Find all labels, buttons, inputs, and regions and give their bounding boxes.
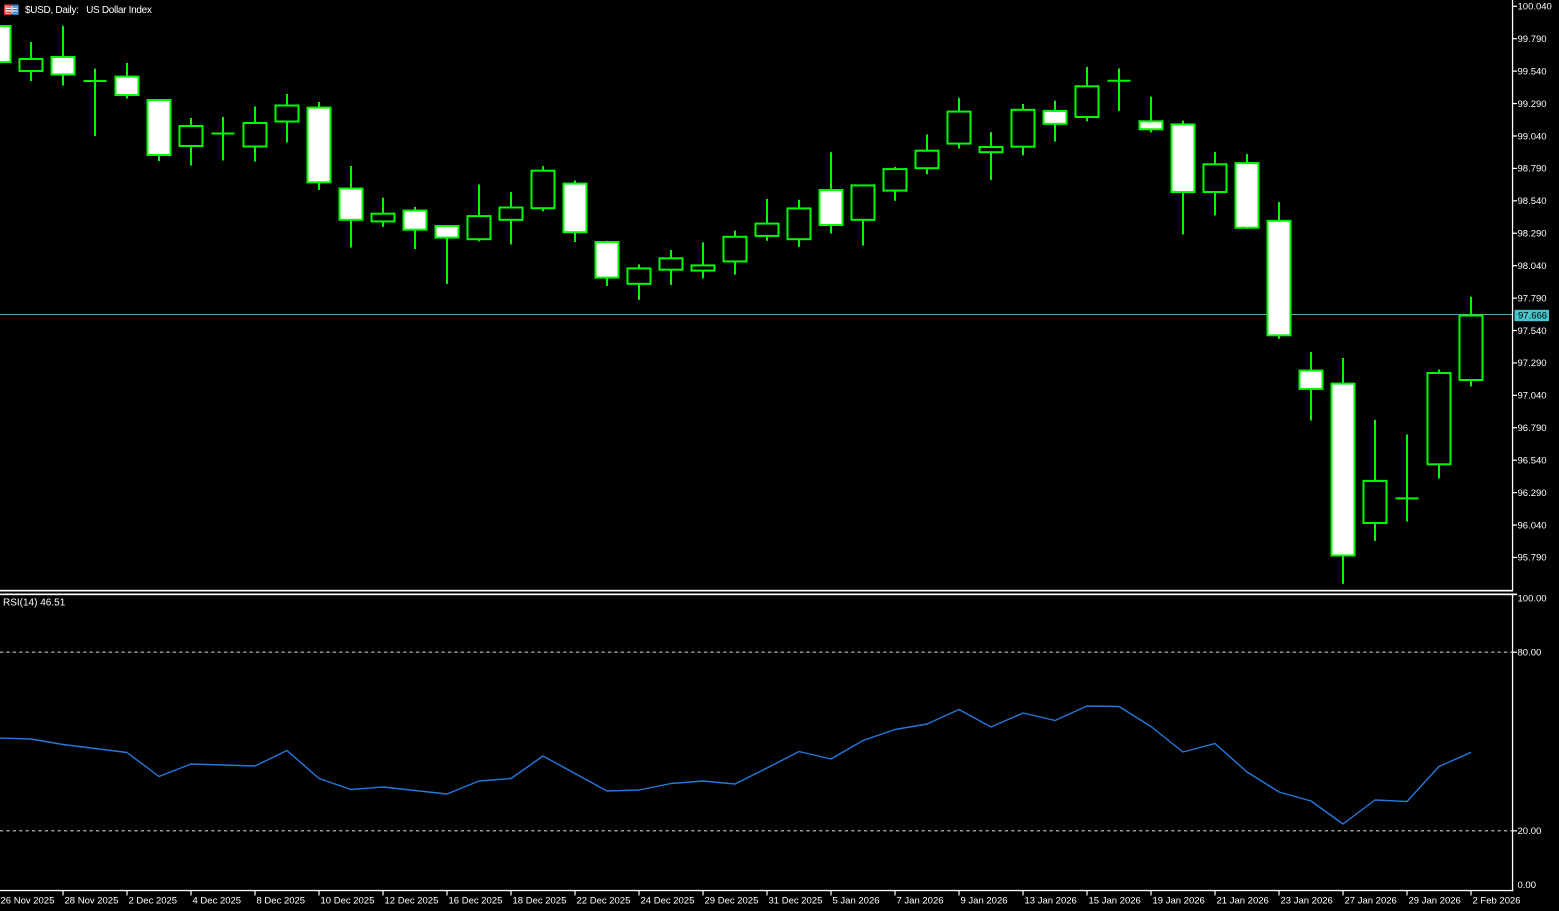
svg-text:12 Dec 2025: 12 Dec 2025 — [385, 896, 439, 907]
svg-text:RSI(14) 46.51: RSI(14) 46.51 — [3, 598, 66, 609]
svg-text:10 Dec 2025: 10 Dec 2025 — [321, 896, 375, 907]
svg-text:$USD, Daily: US Dollar Index: $USD, Daily: US Dollar Index — [25, 5, 152, 16]
svg-text:0.00: 0.00 — [1518, 880, 1537, 891]
svg-text:20.00: 20.00 — [1518, 826, 1542, 837]
svg-text:99.040: 99.040 — [1518, 131, 1547, 142]
svg-text:5 Jan 2026: 5 Jan 2026 — [833, 896, 880, 907]
svg-text:22 Dec 2025: 22 Dec 2025 — [577, 896, 631, 907]
svg-text:24 Dec 2025: 24 Dec 2025 — [641, 896, 695, 907]
svg-text:2 Feb 2026: 2 Feb 2026 — [1473, 896, 1521, 907]
svg-text:27 Jan 2026: 27 Jan 2026 — [1345, 896, 1397, 907]
svg-text:28 Nov 2025: 28 Nov 2025 — [65, 896, 119, 907]
svg-text:98.790: 98.790 — [1518, 164, 1547, 175]
svg-text:4 Dec 2025: 4 Dec 2025 — [193, 896, 242, 907]
svg-text:9 Jan 2026: 9 Jan 2026 — [961, 896, 1008, 907]
svg-text:2 Dec 2025: 2 Dec 2025 — [129, 896, 178, 907]
svg-text:18 Dec 2025: 18 Dec 2025 — [513, 896, 567, 907]
svg-text:98.040: 98.040 — [1518, 261, 1547, 272]
svg-text:98.540: 98.540 — [1518, 196, 1547, 207]
svg-text:99.540: 99.540 — [1518, 66, 1547, 77]
svg-text:99.790: 99.790 — [1518, 34, 1547, 45]
svg-text:21 Jan 2026: 21 Jan 2026 — [1217, 896, 1269, 907]
svg-text:97.290: 97.290 — [1518, 358, 1547, 369]
svg-text:13 Jan 2026: 13 Jan 2026 — [1025, 896, 1077, 907]
svg-text:97.040: 97.040 — [1518, 391, 1547, 402]
svg-text:96.040: 96.040 — [1518, 520, 1547, 531]
svg-text:15 Jan 2026: 15 Jan 2026 — [1089, 896, 1141, 907]
svg-text:29 Jan 2026: 29 Jan 2026 — [1409, 896, 1461, 907]
svg-text:97.540: 97.540 — [1518, 326, 1547, 337]
svg-text:19 Jan 2026: 19 Jan 2026 — [1153, 896, 1205, 907]
svg-text:96.290: 96.290 — [1518, 488, 1547, 499]
svg-text:26 Nov 2025: 26 Nov 2025 — [1, 896, 55, 907]
svg-text:29 Dec 2025: 29 Dec 2025 — [705, 896, 759, 907]
svg-text:98.290: 98.290 — [1518, 229, 1547, 240]
svg-text:31 Dec 2025: 31 Dec 2025 — [769, 896, 823, 907]
svg-text:96.790: 96.790 — [1518, 423, 1547, 434]
svg-text:97.790: 97.790 — [1518, 293, 1547, 304]
svg-text:23 Jan 2026: 23 Jan 2026 — [1281, 896, 1333, 907]
svg-text:7 Jan 2026: 7 Jan 2026 — [897, 896, 944, 907]
svg-text:80.00: 80.00 — [1518, 648, 1542, 659]
svg-text:100.040: 100.040 — [1518, 2, 1552, 13]
svg-text:8 Dec 2025: 8 Dec 2025 — [257, 896, 306, 907]
svg-text:16 Dec 2025: 16 Dec 2025 — [449, 896, 503, 907]
svg-text:99.290: 99.290 — [1518, 99, 1547, 110]
svg-text:97.666: 97.666 — [1518, 311, 1547, 322]
svg-text:100.00: 100.00 — [1518, 594, 1547, 605]
svg-text:95.790: 95.790 — [1518, 553, 1547, 564]
svg-text:96.540: 96.540 — [1518, 455, 1547, 466]
